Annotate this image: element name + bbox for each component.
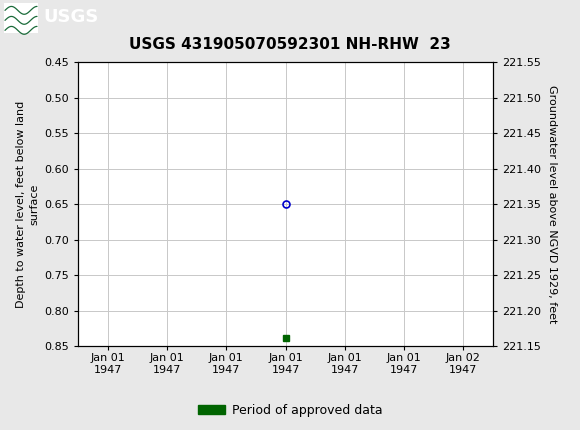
Y-axis label: Depth to water level, feet below land
surface: Depth to water level, feet below land su… xyxy=(16,101,39,308)
Y-axis label: Groundwater level above NGVD 1929, feet: Groundwater level above NGVD 1929, feet xyxy=(546,85,557,323)
Text: USGS: USGS xyxy=(43,8,99,26)
Text: USGS 431905070592301 NH-RHW  23: USGS 431905070592301 NH-RHW 23 xyxy=(129,37,451,52)
Legend: Period of approved data: Period of approved data xyxy=(193,399,387,421)
Bar xyxy=(4,3,38,33)
